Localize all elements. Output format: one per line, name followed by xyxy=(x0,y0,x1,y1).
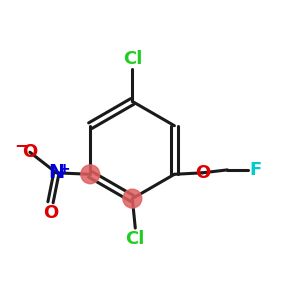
Text: −: − xyxy=(14,136,28,154)
Text: Cl: Cl xyxy=(126,230,145,247)
Text: Cl: Cl xyxy=(123,50,142,68)
Text: N: N xyxy=(48,163,64,182)
Circle shape xyxy=(81,165,100,184)
Circle shape xyxy=(123,189,142,208)
Text: O: O xyxy=(43,204,58,222)
Text: O: O xyxy=(195,164,210,182)
Text: O: O xyxy=(22,143,38,161)
Text: F: F xyxy=(250,161,262,179)
Text: +: + xyxy=(59,162,70,176)
